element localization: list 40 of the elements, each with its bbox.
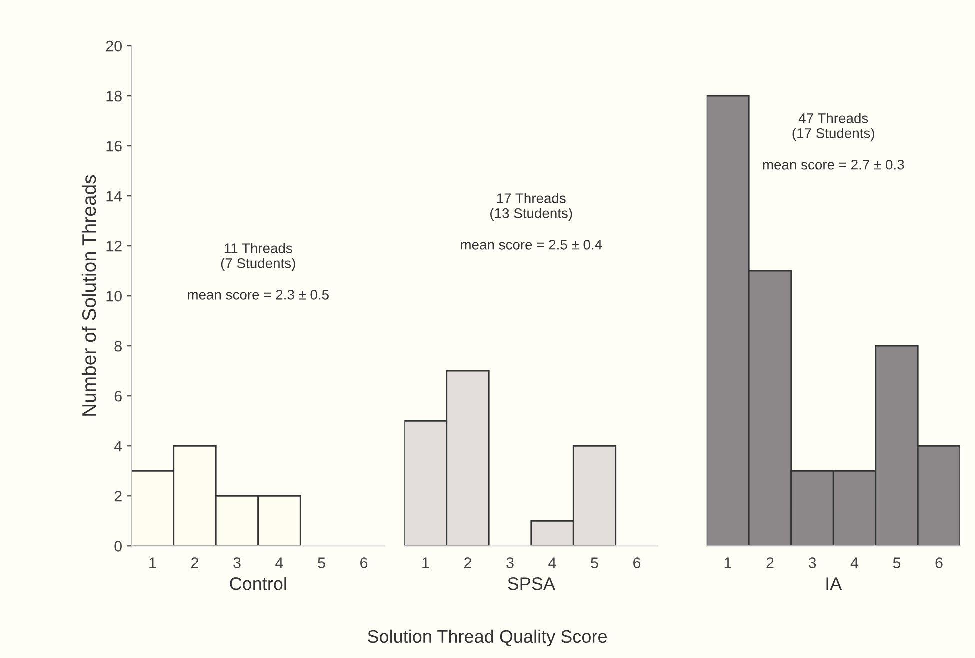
annotation: mean score = 2.5 ± 0.4	[461, 240, 602, 250]
x-tick-label: 4	[276, 558, 284, 568]
x-tick-label: 3	[808, 558, 816, 568]
x-tick-label: 1	[150, 558, 156, 568]
x-axis-title: Control	[230, 577, 286, 590]
y-tick-label: 4	[114, 441, 122, 452]
y-tick-label: 2	[114, 491, 122, 502]
annotation: 11 Threads (7 Students)	[221, 243, 296, 272]
y-tick-label: 16	[106, 140, 122, 152]
x-tick-label: 3	[234, 558, 241, 568]
text: Solution Thread Quality Score	[368, 630, 607, 647]
x-tick-label: 2	[464, 558, 472, 568]
y-tick-label: 20	[106, 40, 122, 52]
y-tick-label: 10	[106, 290, 122, 302]
x-tick-label: 3	[506, 558, 514, 568]
y-tick-label: 0	[114, 541, 122, 552]
y-tick-label: 12	[106, 240, 122, 252]
x-axis-title: SPSA	[508, 578, 556, 590]
x-tick-label: 5	[318, 558, 326, 568]
annotation: 17 Threads (13 Students)	[490, 193, 572, 222]
x-tick-label: 6	[634, 558, 641, 568]
x-tick-label: 2	[766, 558, 774, 568]
x-tick-label: 5	[591, 558, 598, 568]
y-tick-label: 8	[114, 340, 122, 352]
y-tick-label: 14	[106, 191, 122, 202]
annotation: mean score = 2.7 ± 0.3	[763, 160, 904, 170]
x-tick-label: 4	[850, 558, 859, 568]
x-tick-label: 1	[724, 558, 732, 568]
x-tick-label: 2	[192, 558, 198, 568]
y-tick-label: 6	[114, 390, 122, 402]
annotation: mean score = 2.3 ± 0.5	[188, 290, 329, 300]
annotation: 47 Threads (17 Students)	[792, 113, 874, 142]
y-tick-label: 18	[106, 90, 122, 102]
x-axis-title: IA	[826, 578, 842, 590]
x-tick-label: 1	[422, 558, 430, 568]
y-axis-title: Number of Solution Threads	[82, 175, 96, 416]
x-tick-label: 6	[360, 558, 368, 568]
x-tick-label: 6	[936, 558, 943, 568]
x-tick-label: 4	[548, 558, 556, 568]
x-tick-label: 5	[893, 558, 901, 568]
